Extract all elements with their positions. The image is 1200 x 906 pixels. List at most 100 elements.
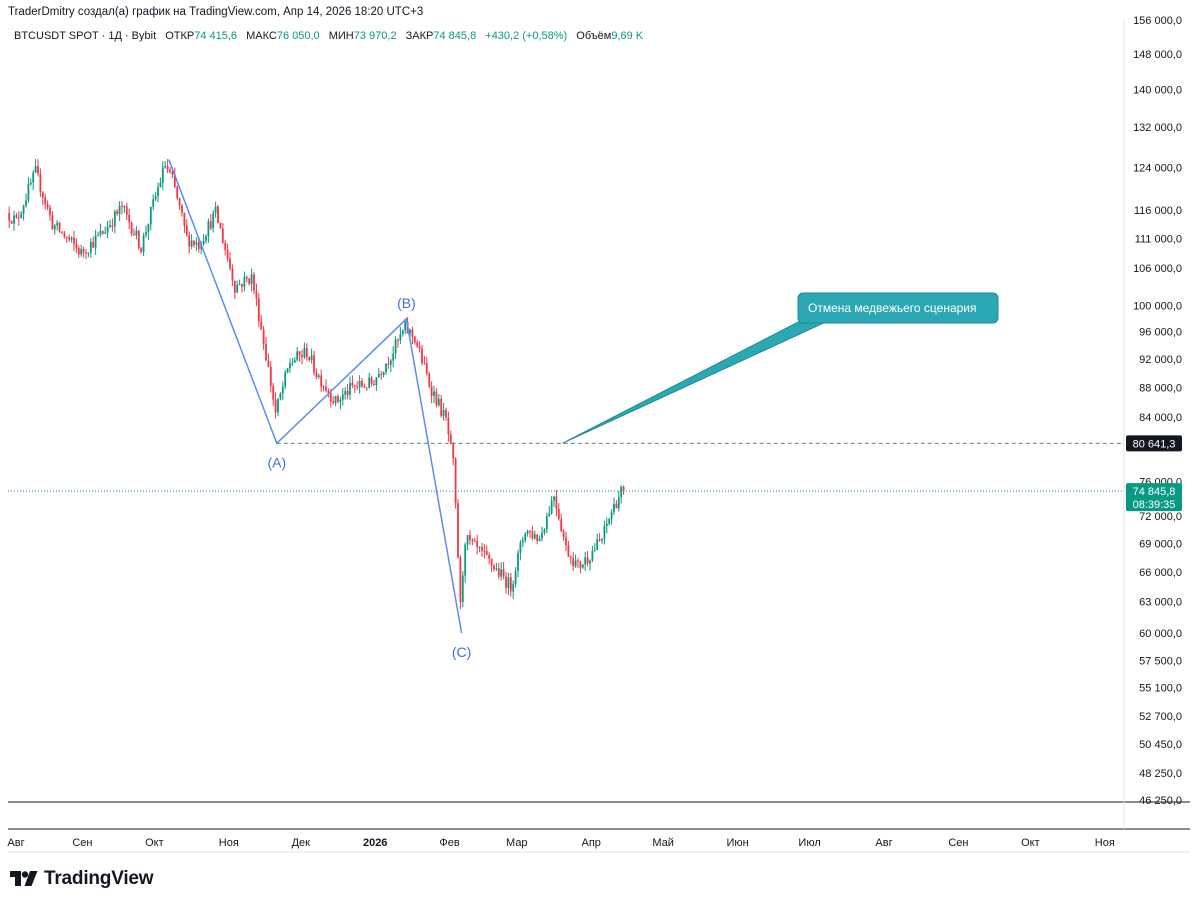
- candle-body: [454, 458, 457, 504]
- candle-body: [351, 382, 354, 386]
- candle-body: [190, 240, 193, 247]
- symbol-label[interactable]: BTCUSDT SPOT · 1Д · Bybit: [14, 30, 157, 42]
- candle-body: [17, 217, 20, 219]
- candle-body: [572, 558, 575, 567]
- y-tick-label: 60 000,0: [1139, 628, 1182, 640]
- candle-body: [241, 284, 243, 287]
- tradingview-logo-icon: [10, 871, 38, 886]
- candle-body: [416, 342, 419, 347]
- abc-wave-line: [168, 159, 463, 634]
- y-tick-label: 63 000,0: [1139, 597, 1182, 609]
- wave-label-c: (C): [452, 644, 471, 660]
- candle-body: [10, 220, 13, 224]
- price-change: +430,2 (+0,58%): [485, 30, 568, 42]
- symbol-info-bar: BTCUSDT SPOT · 1Д · Bybit ОТКР74 415,6 М…: [14, 30, 643, 42]
- candle-body: [99, 231, 102, 235]
- candle-body: [519, 542, 522, 554]
- candle-body: [437, 398, 440, 406]
- candle-body: [608, 519, 611, 524]
- tradingview-logo-text: TradingView: [44, 868, 154, 889]
- candle-body: [221, 228, 224, 244]
- y-tick-label: 48 250,0: [1139, 768, 1182, 780]
- candle-body: [337, 396, 339, 402]
- candle-body: [476, 541, 479, 548]
- candle-body: [121, 205, 123, 208]
- candle-body: [589, 560, 591, 564]
- candle-body: [113, 211, 116, 227]
- candle-body: [236, 284, 239, 293]
- high-value: 76 050,0: [276, 30, 320, 42]
- candle-body: [598, 539, 601, 541]
- candle-body: [157, 187, 159, 197]
- candle-body: [469, 534, 471, 540]
- candle-body: [265, 343, 267, 361]
- x-tick-label: Окт: [1021, 837, 1040, 849]
- candle-body: [557, 508, 560, 520]
- candle-body: [428, 373, 431, 387]
- candle-body: [130, 222, 133, 234]
- candle-body: [118, 205, 121, 214]
- y-tick-label: 116 000,0: [1134, 205, 1182, 217]
- y-tick-label: 88 000,0: [1139, 382, 1182, 394]
- open-label: ОТКР: [165, 30, 195, 42]
- high-label: МАКС: [246, 30, 277, 42]
- x-tick-label: Фев: [439, 837, 459, 849]
- candle-body: [399, 334, 402, 341]
- candle-body: [440, 398, 443, 416]
- candle-body: [248, 278, 251, 284]
- candle-body: [493, 565, 495, 570]
- candle-body: [128, 214, 131, 223]
- candle-body: [538, 538, 541, 541]
- candle-body: [586, 557, 589, 564]
- candle-body: [291, 362, 294, 364]
- candle-body: [85, 252, 87, 254]
- candle-body: [154, 196, 157, 200]
- low-label: МИН: [328, 30, 354, 42]
- y-tick-label: 72 000,0: [1139, 511, 1182, 523]
- candle-body: [524, 533, 527, 541]
- candle-body: [20, 213, 23, 219]
- candle-body: [418, 346, 421, 349]
- x-tick-label: 2026: [363, 837, 387, 849]
- candle-body: [380, 374, 383, 376]
- candle-body: [553, 496, 555, 501]
- candle-body: [289, 363, 291, 369]
- candle-body: [257, 298, 260, 322]
- candle-body: [461, 575, 464, 602]
- y-tick-label: 140 000,0: [1133, 84, 1182, 96]
- candle-body: [596, 539, 599, 550]
- candle-body: [255, 290, 258, 299]
- candle-body: [509, 577, 512, 592]
- candle-body: [63, 232, 66, 237]
- x-tick-label: Сен: [948, 837, 968, 849]
- candle-body: [514, 571, 517, 584]
- callout-pointer: [562, 316, 830, 444]
- candle-body: [195, 242, 198, 245]
- candle-body: [116, 211, 119, 214]
- y-tick-label: 66 000,0: [1139, 567, 1182, 579]
- candle-body: [77, 247, 80, 255]
- candle-body: [435, 391, 438, 406]
- candle-body: [301, 355, 303, 358]
- candle-body: [298, 351, 301, 356]
- candle-body: [49, 207, 51, 216]
- candle-body: [433, 391, 435, 396]
- candle-body: [51, 215, 54, 230]
- candle-body: [591, 551, 594, 561]
- candle-body: [89, 241, 92, 253]
- candle-body: [274, 399, 277, 413]
- candle-body: [279, 393, 282, 400]
- candle-body: [68, 237, 71, 240]
- candle-body: [574, 560, 577, 567]
- close-label: ЗАКР: [405, 30, 434, 42]
- volume-value: 9,69 K: [611, 30, 644, 42]
- candle-body: [315, 372, 318, 378]
- y-tick-label: 148 000,0: [1133, 49, 1182, 61]
- candle-body: [334, 396, 337, 404]
- candle-body: [548, 513, 551, 516]
- y-tick-label: 96 000,0: [1139, 326, 1182, 338]
- tradingview-logo[interactable]: TradingView: [10, 868, 154, 890]
- candle-body: [231, 268, 234, 281]
- y-tick-label: 124 000,0: [1133, 162, 1182, 174]
